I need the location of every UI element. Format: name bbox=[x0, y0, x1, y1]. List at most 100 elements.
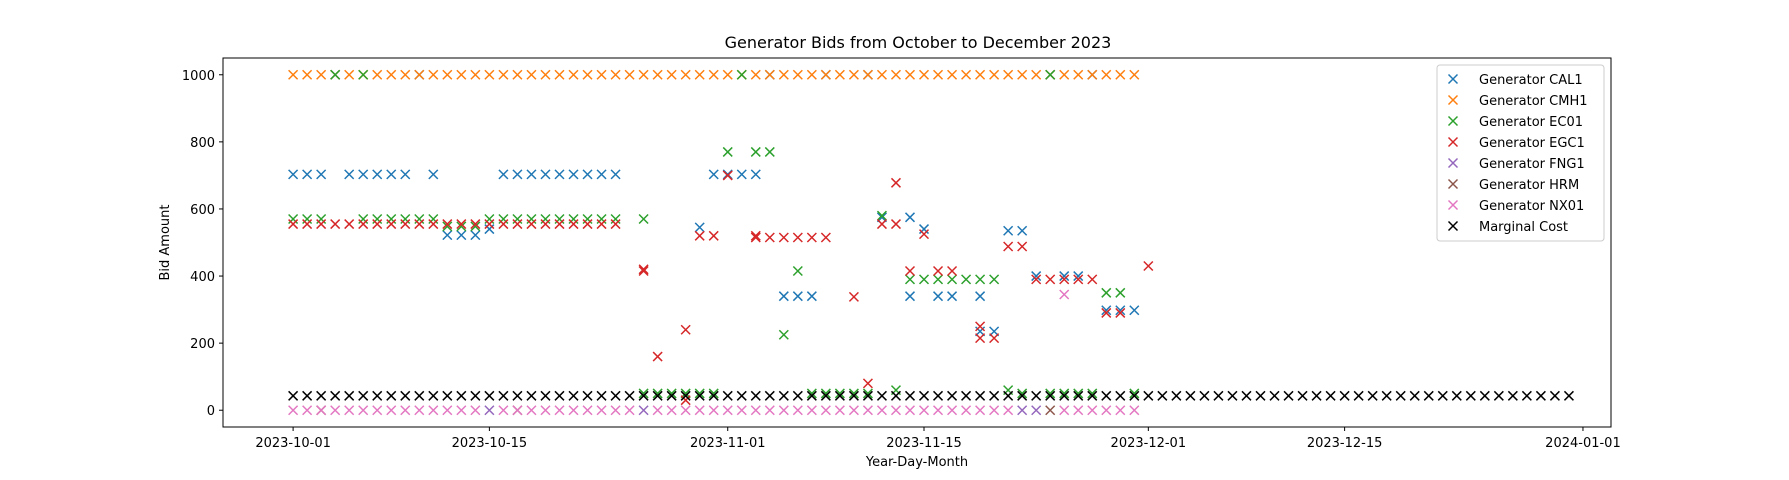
data-point bbox=[1059, 390, 1070, 401]
data-point bbox=[316, 169, 327, 180]
data-point bbox=[540, 405, 551, 416]
data-point bbox=[288, 69, 299, 80]
data-point bbox=[1115, 69, 1126, 80]
data-point bbox=[498, 169, 509, 180]
data-point bbox=[428, 213, 439, 225]
data-point bbox=[961, 274, 972, 285]
series-generator-egc1 bbox=[288, 170, 1154, 406]
data-point bbox=[428, 69, 439, 80]
data-point bbox=[1395, 390, 1406, 401]
data-point bbox=[1129, 405, 1140, 416]
data-point bbox=[596, 390, 607, 401]
data-point bbox=[932, 390, 944, 401]
x-tick-label: 2023-12-01 bbox=[1111, 436, 1187, 451]
data-point bbox=[932, 291, 944, 302]
legend-label: Marginal Cost bbox=[1479, 220, 1568, 235]
data-point bbox=[582, 390, 593, 401]
data-point bbox=[1269, 390, 1280, 401]
data-point bbox=[386, 405, 397, 416]
data-point bbox=[442, 390, 453, 401]
data-point bbox=[708, 169, 719, 180]
data-point bbox=[918, 274, 930, 285]
series-generator-cmh1 bbox=[288, 69, 1140, 80]
data-point bbox=[1479, 390, 1490, 401]
data-point bbox=[1059, 405, 1070, 416]
data-point bbox=[1325, 390, 1336, 401]
data-point bbox=[302, 219, 313, 230]
data-point bbox=[624, 405, 635, 416]
data-point bbox=[918, 69, 930, 80]
data-point bbox=[554, 219, 565, 230]
data-point bbox=[806, 388, 817, 399]
data-point bbox=[975, 390, 986, 401]
data-point bbox=[414, 69, 425, 80]
legend-marker bbox=[1447, 94, 1459, 106]
data-point bbox=[750, 232, 761, 243]
data-point bbox=[540, 213, 551, 225]
data-point bbox=[932, 69, 944, 80]
data-point bbox=[330, 69, 341, 80]
data-point bbox=[904, 274, 916, 285]
data-point bbox=[1185, 390, 1196, 401]
data-point bbox=[848, 390, 859, 401]
data-point bbox=[540, 390, 551, 401]
data-point bbox=[764, 405, 775, 416]
data-point bbox=[680, 390, 691, 401]
data-point bbox=[792, 232, 803, 243]
data-point bbox=[596, 219, 607, 230]
data-point bbox=[540, 219, 551, 230]
data-point bbox=[414, 390, 425, 401]
data-point bbox=[638, 213, 649, 225]
data-point bbox=[652, 390, 663, 401]
data-point bbox=[1143, 390, 1154, 401]
data-point bbox=[1353, 390, 1364, 401]
data-point bbox=[554, 213, 565, 225]
data-point bbox=[778, 329, 789, 340]
data-point bbox=[876, 390, 887, 401]
data-point bbox=[1115, 305, 1126, 316]
data-point bbox=[834, 405, 845, 416]
data-point bbox=[680, 395, 691, 406]
data-point bbox=[540, 69, 551, 80]
data-point bbox=[1073, 405, 1084, 416]
data-point bbox=[400, 390, 411, 401]
legend-marker bbox=[1447, 115, 1459, 127]
data-point bbox=[526, 219, 537, 230]
data-point bbox=[904, 291, 916, 302]
data-point bbox=[652, 388, 663, 399]
data-point bbox=[932, 265, 944, 277]
data-point bbox=[764, 146, 775, 157]
data-point bbox=[1157, 390, 1168, 401]
data-point bbox=[918, 405, 930, 416]
data-point bbox=[554, 169, 565, 180]
data-point bbox=[512, 405, 523, 416]
data-point bbox=[344, 69, 355, 80]
data-point bbox=[624, 390, 635, 401]
data-point bbox=[666, 388, 677, 399]
data-point bbox=[820, 232, 831, 243]
data-point bbox=[386, 390, 397, 401]
data-point bbox=[638, 388, 649, 399]
x-tick-label: 2023-11-01 bbox=[690, 436, 766, 451]
data-point bbox=[512, 219, 523, 230]
data-point bbox=[344, 405, 355, 416]
data-point bbox=[806, 390, 817, 401]
data-point bbox=[330, 390, 341, 401]
data-point bbox=[442, 405, 453, 416]
data-point bbox=[456, 230, 467, 241]
data-point bbox=[316, 390, 327, 401]
data-point bbox=[694, 222, 705, 233]
data-point bbox=[400, 213, 411, 225]
data-point bbox=[498, 213, 509, 225]
data-point bbox=[708, 388, 719, 399]
data-point bbox=[1045, 388, 1056, 399]
data-point bbox=[778, 232, 789, 243]
data-point bbox=[764, 232, 775, 243]
data-point bbox=[1507, 390, 1518, 401]
data-point bbox=[876, 219, 887, 230]
data-point bbox=[470, 230, 481, 241]
legend-label: Generator CMH1 bbox=[1479, 94, 1588, 109]
y-tick-label: 800 bbox=[190, 136, 215, 151]
x-tick-label: 2023-10-01 bbox=[255, 436, 331, 451]
data-point bbox=[792, 69, 803, 80]
